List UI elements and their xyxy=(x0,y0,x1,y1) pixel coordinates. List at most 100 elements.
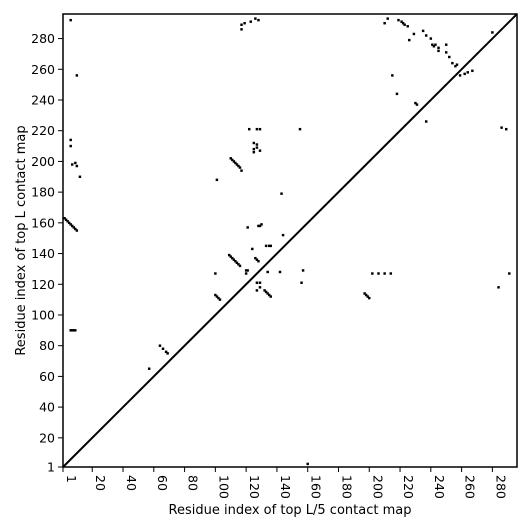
contact-point xyxy=(366,295,369,298)
contact-point xyxy=(72,329,75,332)
contact-point xyxy=(383,272,386,275)
contact-point xyxy=(251,247,254,251)
y-tick-label: 60 xyxy=(39,369,55,384)
contact-point xyxy=(448,55,451,59)
contact-point xyxy=(69,223,72,226)
y-tick-label: 280 xyxy=(31,31,55,46)
contact-point xyxy=(243,21,246,25)
contact-point xyxy=(237,263,240,266)
contact-point xyxy=(298,127,302,131)
contact-point xyxy=(434,43,437,46)
contact-point xyxy=(246,226,249,229)
contact-point xyxy=(231,256,234,260)
contact-point xyxy=(432,45,436,48)
contact-point xyxy=(421,29,425,33)
contact-point xyxy=(269,244,272,248)
contact-point xyxy=(408,38,411,42)
contact-point xyxy=(71,163,74,166)
contact-point xyxy=(258,127,262,131)
y-tick-label: 140 xyxy=(31,246,55,261)
contact-point xyxy=(254,256,257,260)
y-tick-label: 20 xyxy=(39,430,55,445)
contact-point xyxy=(252,141,256,145)
contact-point xyxy=(371,272,374,275)
y-axis-title: Residue index of top L contact map xyxy=(14,125,29,355)
y-tick-label: 160 xyxy=(31,215,55,230)
contact-point xyxy=(437,46,440,50)
contact-point xyxy=(254,17,257,20)
contact-point xyxy=(69,138,72,142)
contact-point xyxy=(258,286,262,289)
contact-point xyxy=(455,63,459,66)
contact-point xyxy=(252,147,256,151)
x-tick-label: 180 xyxy=(339,475,354,499)
contact-point xyxy=(164,350,168,354)
x-tick-label: 60 xyxy=(155,475,170,491)
contact-point xyxy=(266,270,269,274)
contact-point xyxy=(257,224,260,228)
contact-point xyxy=(215,295,219,298)
contact-point xyxy=(229,255,232,258)
contact-point xyxy=(166,352,169,355)
contact-point xyxy=(269,295,272,298)
contact-point xyxy=(69,144,72,148)
x-tick-label: 20 xyxy=(93,475,108,491)
contact-point xyxy=(508,272,511,275)
contact-point xyxy=(238,166,242,169)
contact-point xyxy=(389,272,393,275)
contact-point xyxy=(383,21,386,25)
contact-point xyxy=(263,289,266,292)
contact-point xyxy=(240,23,243,26)
x-axis-title: Residue index of top L/5 contact map xyxy=(169,503,412,518)
contact-point xyxy=(278,270,282,274)
contact-point xyxy=(255,289,259,292)
contact-point xyxy=(232,258,236,261)
contact-point xyxy=(397,18,400,22)
y-tick-label: 260 xyxy=(31,62,55,77)
contact-point xyxy=(147,367,151,370)
x-tick-label: 120 xyxy=(247,475,262,499)
contact-point xyxy=(451,61,454,65)
contact-point xyxy=(444,43,448,46)
y-tick-label: 1 xyxy=(47,460,55,475)
contact-point xyxy=(227,253,231,257)
contact-point xyxy=(244,269,248,272)
x-tick-label: 260 xyxy=(463,475,478,499)
contact-point xyxy=(401,21,405,25)
contact-point xyxy=(497,286,500,289)
contact-point xyxy=(232,160,236,163)
contact-point xyxy=(75,229,79,232)
contact-point xyxy=(229,157,232,160)
contact-point xyxy=(234,260,237,263)
contact-point xyxy=(431,43,434,46)
y-tick-label: 180 xyxy=(31,185,55,200)
contact-point xyxy=(429,37,433,40)
y-tick-label: 80 xyxy=(39,338,55,353)
contact-point xyxy=(377,272,380,275)
contact-point xyxy=(255,258,259,261)
x-tick-label: 100 xyxy=(216,475,231,499)
contact-point xyxy=(255,146,259,149)
contact-point xyxy=(238,264,242,268)
contact-point xyxy=(231,158,234,162)
x-tick-label: 1 xyxy=(64,475,79,483)
contact-point xyxy=(255,281,259,284)
y-tick-label: 220 xyxy=(31,123,55,138)
contact-point xyxy=(266,292,269,295)
contact-point xyxy=(300,281,303,284)
contact-point xyxy=(69,329,72,332)
x-axis: 1 20 40 60 80 100 120 140 160 180 200 220 240 260 280 xyxy=(62,467,508,499)
contact-point xyxy=(214,272,217,275)
contact-point xyxy=(414,101,417,105)
contact-point xyxy=(217,296,220,300)
contact-point xyxy=(158,344,162,347)
contact-point xyxy=(258,281,262,284)
contact-point xyxy=(244,272,248,275)
contact-point xyxy=(424,34,428,37)
contact-point xyxy=(249,20,252,23)
contact-point xyxy=(500,126,503,129)
contact-point xyxy=(69,18,72,22)
x-tick-label: 240 xyxy=(432,475,447,499)
